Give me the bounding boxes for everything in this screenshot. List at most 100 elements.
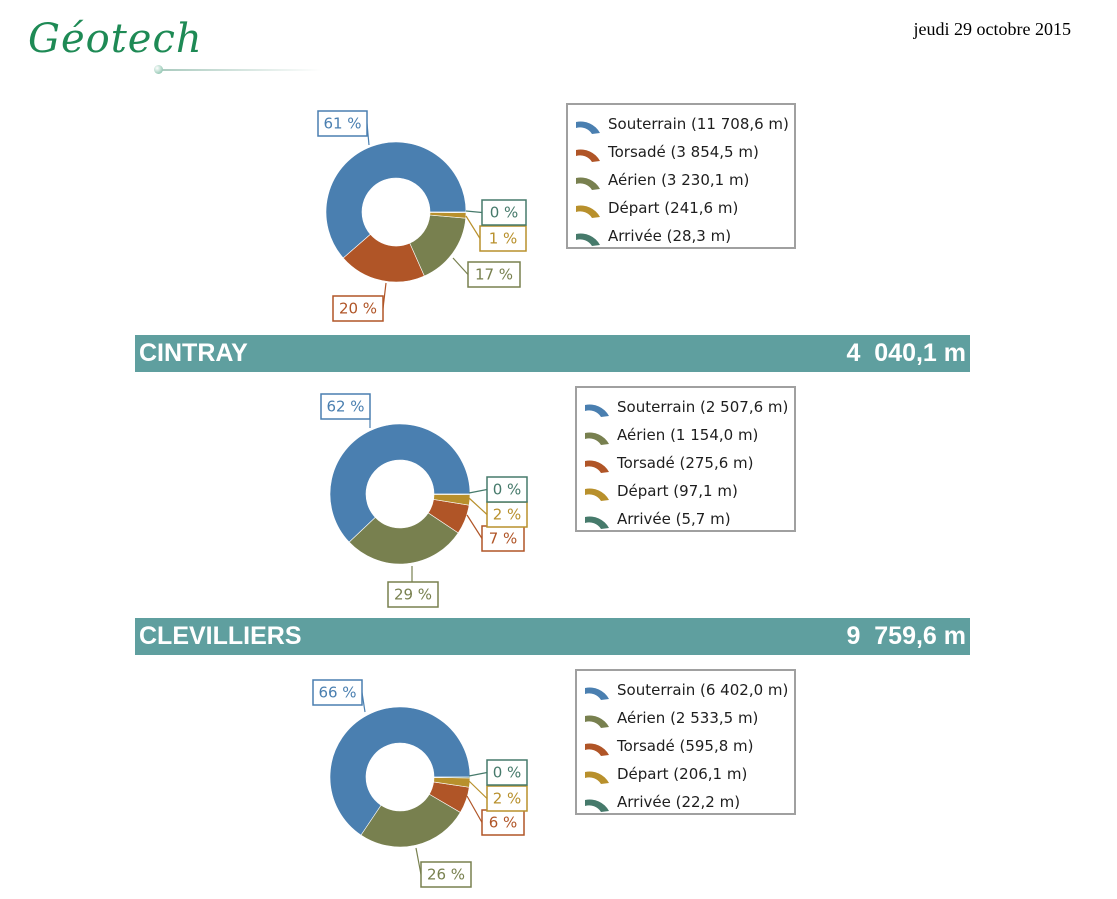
data-label-box [312, 679, 363, 706]
leader-line [465, 215, 481, 239]
data-label-box [486, 785, 528, 812]
data-label: 20 % [339, 300, 377, 318]
leader-line [468, 497, 488, 515]
legend-item: Souterrain (11 708,6 m) [574, 110, 794, 138]
legend-label: Souterrain (11 708,6 m) [608, 115, 789, 133]
legend-item: Souterrain (6 402,0 m) [583, 676, 794, 704]
slice-aérien [409, 214, 467, 277]
legend-label: Arrivée (22,2 m) [617, 793, 741, 811]
slice-aérien [360, 793, 461, 848]
legend-swatch-icon [585, 687, 609, 700]
data-label-box [467, 261, 521, 288]
report-date: jeudi 29 octobre 2015 [913, 19, 1071, 39]
legend-label: Aérien (2 533,5 m) [617, 709, 759, 727]
legend-item: Torsadé (3 854,5 m) [574, 138, 794, 166]
data-label-box [387, 581, 439, 608]
section-total: 9 759,6 m [846, 622, 966, 650]
data-label: 61 % [323, 115, 361, 133]
legend-label: Souterrain (6 402,0 m) [617, 681, 789, 699]
legend-swatch-icon [585, 432, 609, 445]
legend-item: Torsadé (595,8 m) [583, 732, 794, 760]
data-label: 0 % [490, 204, 519, 222]
legend-label: Départ (206,1 m) [617, 765, 748, 783]
legend-label: Torsadé (595,8 m) [617, 737, 754, 755]
slice-aérien [348, 512, 459, 565]
data-label-box [420, 861, 472, 888]
slice-arrivée [433, 776, 471, 779]
legend-item: Aérien (2 533,5 m) [583, 704, 794, 732]
data-label-box [332, 295, 384, 322]
donut-chart-2: 66 % 26 % 6 % 2 % 0 % [312, 679, 528, 888]
slice-arrivée [433, 493, 471, 495]
donut-chart-0: 61 % 20 % 17 % 1 % 0 % [317, 110, 527, 322]
legend-2: Souterrain (6 402,0 m) Aérien (2 533,5 m)… [575, 669, 796, 815]
legend-0: Souterrain (11 708,6 m) Torsadé (3 854,5 … [566, 103, 796, 249]
logo-underline [157, 69, 322, 71]
legend-label: Torsadé (275,6 m) [617, 454, 754, 472]
leader-line [468, 488, 488, 494]
legend-swatch-icon [576, 205, 600, 218]
legend-1: Souterrain (2 507,6 m) Aérien (1 154,0 m)… [575, 386, 796, 532]
slice-torsadé [342, 233, 425, 283]
legend-label: Aérien (1 154,0 m) [617, 426, 759, 444]
leader-line [415, 847, 422, 875]
leader-line [466, 795, 483, 823]
data-label: 66 % [318, 684, 356, 702]
data-label-box [479, 225, 527, 252]
slice-torsadé [427, 499, 470, 534]
data-label: 26 % [427, 866, 465, 884]
legend-swatch-icon [585, 771, 609, 784]
section-bar-cintray: CINTRAY 4 040,1 m [135, 335, 970, 372]
legend-item: Aérien (3 230,1 m) [574, 166, 794, 194]
legend-swatch-icon [585, 743, 609, 756]
legend-item: Départ (206,1 m) [583, 760, 794, 788]
legend-label: Arrivée (28,3 m) [608, 227, 732, 245]
legend-swatch-icon [585, 404, 609, 417]
donut-chart-1: 62 % 29 % 7 % 2 % 0 % [320, 393, 528, 608]
legend-item: Arrivée (22,2 m) [583, 788, 794, 816]
legend-item: Départ (241,6 m) [574, 194, 794, 222]
legend-swatch-icon [576, 121, 600, 134]
section-total: 4 040,1 m [846, 339, 966, 367]
section-bar-clevilliers: CLEVILLIERS 9 759,6 m [135, 618, 970, 655]
legend-label: Aérien (3 230,1 m) [608, 171, 750, 189]
legend-label: Départ (97,1 m) [617, 482, 738, 500]
data-label: 7 % [489, 530, 518, 548]
leader-line [466, 514, 483, 539]
logo-dot [154, 65, 163, 74]
legend-item: Arrivée (28,3 m) [574, 222, 794, 250]
slice-souterrain [329, 423, 471, 543]
data-label-box [317, 110, 368, 137]
data-label: 2 % [493, 790, 522, 808]
leader-line [452, 257, 469, 275]
slice-souterrain [329, 706, 471, 836]
section-name: CINTRAY [139, 339, 248, 367]
data-label-box [486, 759, 528, 786]
legend-item: Départ (97,1 m) [583, 477, 794, 505]
legend-item: Arrivée (5,7 m) [583, 505, 794, 533]
legend-swatch-icon [585, 460, 609, 473]
slice-arrivée [429, 211, 467, 213]
data-label: 62 % [326, 398, 364, 416]
legend-swatch-icon [585, 715, 609, 728]
data-label-box [481, 525, 525, 552]
data-label: 0 % [493, 481, 522, 499]
data-label: 17 % [475, 266, 513, 284]
data-label-box [486, 476, 528, 503]
legend-item: Souterrain (2 507,6 m) [583, 393, 794, 421]
data-label: 0 % [493, 764, 522, 782]
geotech-logo: Géotech [22, 14, 322, 76]
legend-label: Torsadé (3 854,5 m) [608, 143, 759, 161]
leader-line [468, 780, 488, 799]
legend-label: Départ (241,6 m) [608, 199, 739, 217]
legend-item: Aérien (1 154,0 m) [583, 421, 794, 449]
legend-swatch-icon [576, 149, 600, 162]
legend-label: Souterrain (2 507,6 m) [617, 398, 789, 416]
legend-swatch-icon [585, 488, 609, 501]
slice-souterrain [325, 141, 467, 259]
legend-swatch-icon [585, 516, 609, 529]
data-label-box [481, 199, 527, 226]
data-label: 1 % [489, 230, 518, 248]
legend-label: Arrivée (5,7 m) [617, 510, 731, 528]
